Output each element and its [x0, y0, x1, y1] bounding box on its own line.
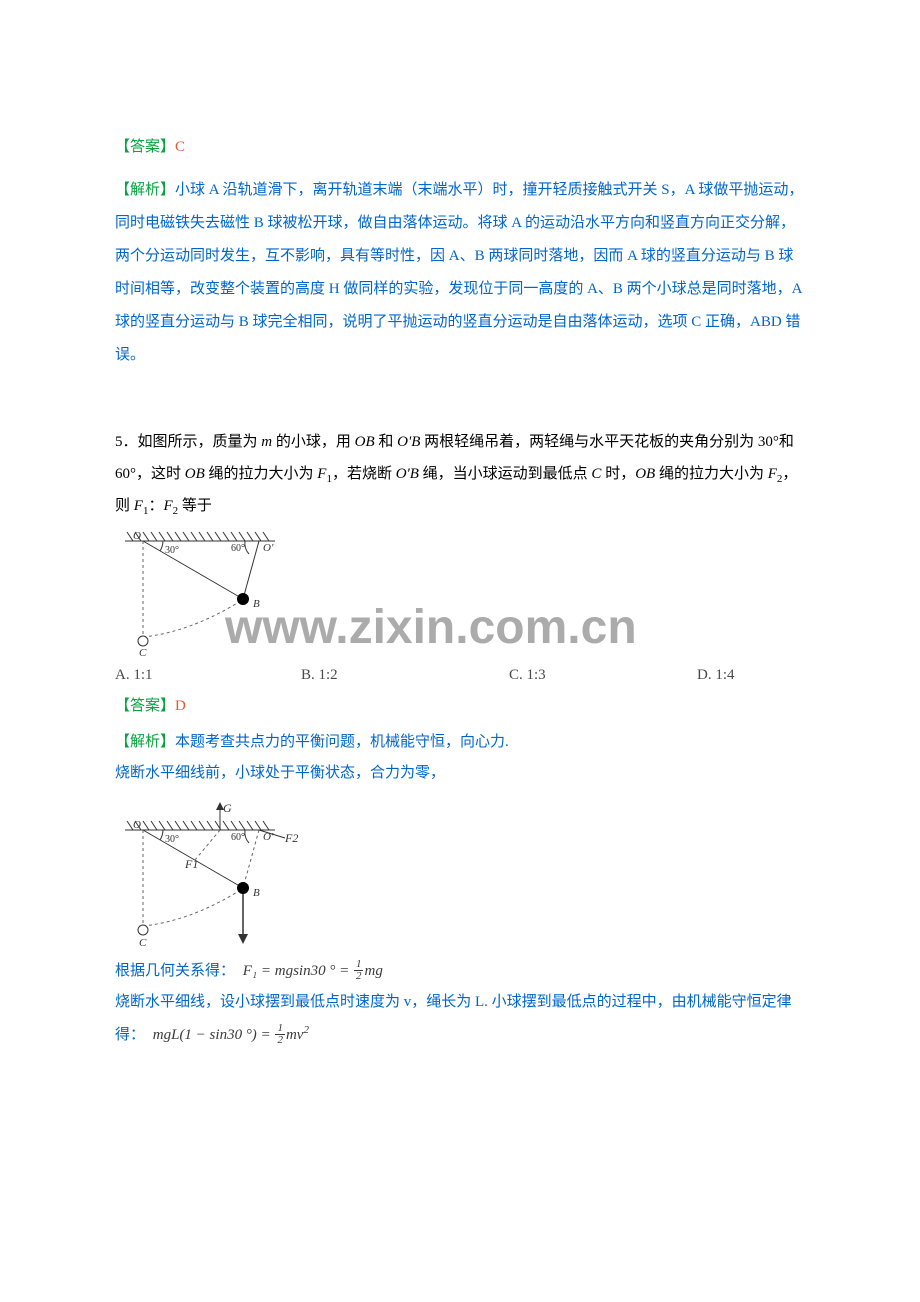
svg-text:60°: 60°: [231, 543, 245, 554]
svg-text:F2: F2: [284, 831, 298, 845]
answer-letter: D: [175, 698, 186, 714]
svg-text:C: C: [139, 647, 147, 657]
q5-diagram1: O 30° 60° O' B C: [115, 529, 345, 659]
q5-answer: 【答案】D: [115, 694, 805, 715]
svg-text:O: O: [133, 819, 141, 831]
q4-analysis-text: 小球 A 沿轨道滑下，离开轨道末端（末端水平）时，撞开轻质接触式开关 S，A 球…: [115, 182, 803, 363]
analysis-label: 【解析】: [115, 734, 175, 750]
answer-letter: C: [175, 139, 185, 155]
q5-analysis: 【解析】本题考查共点力的平衡问题，机械能守恒，向心力. 烧断水平细线前，小球处于…: [115, 727, 805, 790]
q5-stem: 5．如图所示，质量为 m 的小球，用 OB 和 O'B 两根轻绳吊着，两轻绳与水…: [115, 427, 805, 523]
svg-text:B: B: [253, 887, 260, 899]
option-c: C. 1:3: [509, 667, 697, 684]
option-d: D. 1:4: [697, 667, 787, 684]
svg-text:30°: 30°: [165, 545, 179, 556]
svg-text:C: C: [139, 937, 147, 949]
svg-text:30°: 30°: [165, 834, 179, 845]
option-b: B. 1:2: [301, 667, 509, 684]
analysis-label: 【解析】: [115, 182, 175, 198]
document-page: 【答案】C 【解析】小球 A 沿轨道滑下，离开轨道末端（末端水平）时，撞开轻质接…: [115, 135, 805, 1051]
pendulum-diagram-icon: O 30° 60° O' B C: [115, 529, 345, 657]
answer-label: 【答案】: [115, 139, 175, 155]
svg-text:O': O': [263, 542, 274, 554]
energy-conservation: 烧断水平细线，设小球摆到最低点时速度为 v，绳长为 L. 小球摆到最低点的过程中…: [115, 987, 805, 1051]
svg-text:O: O: [133, 530, 141, 542]
formula-text: mgL(1 − sin30 °) = 12mv2: [149, 1027, 309, 1043]
geom-relation: 根据几何关系得： F₁ = mgsin30 ° = 12mg: [115, 956, 805, 988]
analysis-line2: 烧断水平细线前，小球处于平衡状态，合力为零，: [115, 758, 805, 790]
svg-text:G: G: [223, 801, 232, 815]
q5-options: A. 1:1 B. 1:2 C. 1:3 D. 1:4: [115, 667, 795, 684]
q5-number: 5．: [115, 434, 138, 450]
svg-text:F1: F1: [184, 857, 198, 871]
svg-text:B: B: [253, 598, 260, 610]
q4-answer: 【答案】C: [115, 135, 805, 156]
answer-label: 【答案】: [115, 698, 175, 714]
formula-text: F₁ = mgsin30 ° = 12mg: [239, 963, 383, 979]
option-a: A. 1:1: [115, 667, 301, 684]
force-diagram-icon: O 30° 60° O' B C G F1 F2: [115, 800, 325, 950]
svg-text:O': O': [263, 831, 274, 843]
svg-text:60°: 60°: [231, 832, 245, 843]
q5-diagram2: O 30° 60° O' B C G F1 F2: [115, 800, 325, 950]
q4-analysis: 【解析】小球 A 沿轨道滑下，离开轨道末端（末端水平）时，撞开轻质接触式开关 S…: [115, 174, 805, 372]
